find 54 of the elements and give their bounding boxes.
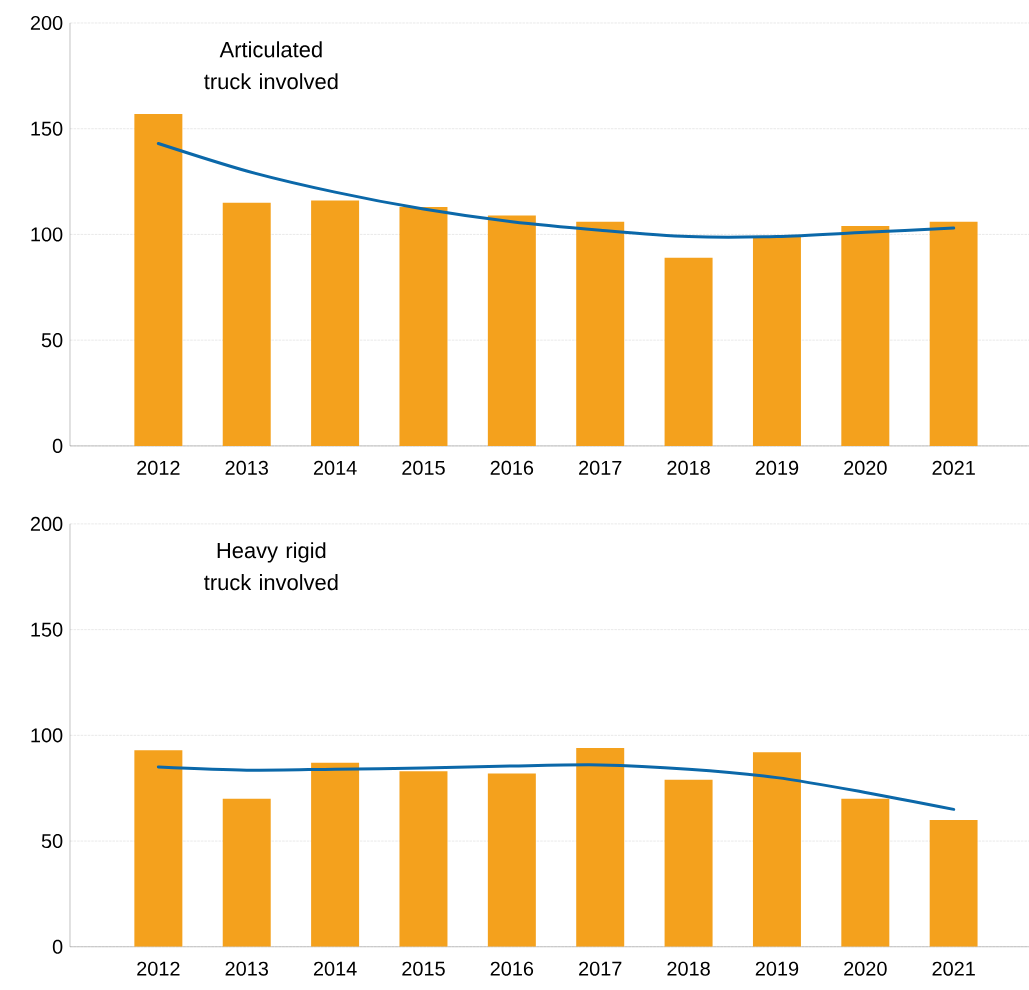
y-tick-label: 50 — [41, 333, 63, 348]
x-tick-label: 2015 — [402, 460, 445, 475]
x-tick-label: 2017 — [579, 460, 622, 475]
bar — [134, 114, 183, 446]
bar — [487, 215, 536, 446]
y-tick-label: 50 — [41, 834, 63, 849]
y-tick-label: 150 — [31, 121, 63, 136]
x-tick-label: 2014 — [313, 460, 357, 475]
bar — [311, 200, 360, 446]
bar — [664, 257, 713, 446]
bar — [134, 750, 183, 947]
x-tick-label: 2012 — [137, 961, 180, 976]
bar — [841, 226, 890, 446]
y-tick-label: 150 — [31, 622, 63, 637]
bar — [841, 798, 890, 947]
bar — [399, 771, 448, 947]
bar — [222, 202, 271, 446]
x-tick-label: 2015 — [402, 961, 445, 976]
x-tick-label: 2020 — [844, 961, 887, 976]
x-tick-label: 2017 — [579, 961, 622, 976]
line-series — [156, 142, 956, 239]
y-tick-label: 100 — [31, 227, 63, 242]
bar — [929, 820, 978, 947]
line-series — [156, 763, 956, 811]
x-tick-label: 2018 — [667, 460, 710, 475]
y-tick-label: 200 — [30, 16, 63, 31]
bar — [664, 779, 713, 947]
x-tick-label: 2020 — [844, 460, 887, 475]
x-tick-label: 2014 — [313, 961, 357, 976]
bar — [576, 221, 625, 446]
x-tick-label: 2019 — [755, 460, 799, 475]
x-tick-label: 2021 — [932, 460, 975, 475]
x-tick-label: 2021 — [932, 961, 975, 976]
x-tick-label: 2012 — [137, 460, 180, 475]
y-tick-label: 200 — [30, 516, 63, 532]
bar — [576, 748, 625, 947]
bar — [929, 221, 978, 446]
x-tick-label: 2016 — [490, 961, 534, 976]
annotation: Articulated truck involved — [204, 41, 338, 90]
x-tick-label: 2013 — [225, 460, 268, 475]
y-tick-label: 0 — [52, 939, 63, 954]
bar — [399, 207, 448, 446]
x-tick-label: 2013 — [225, 961, 268, 976]
bar — [752, 752, 801, 947]
x-tick-label: 2016 — [490, 460, 534, 475]
bar — [311, 762, 360, 947]
x-tick-label: 2018 — [667, 961, 710, 976]
y-tick-label: 0 — [52, 438, 63, 454]
bar — [752, 236, 801, 446]
annotation: Heavy rigid truck involved — [204, 542, 338, 591]
bar — [222, 798, 271, 947]
x-tick-label: 2019 — [755, 961, 799, 976]
bar — [487, 773, 536, 947]
y-tick-label: 100 — [31, 728, 63, 743]
